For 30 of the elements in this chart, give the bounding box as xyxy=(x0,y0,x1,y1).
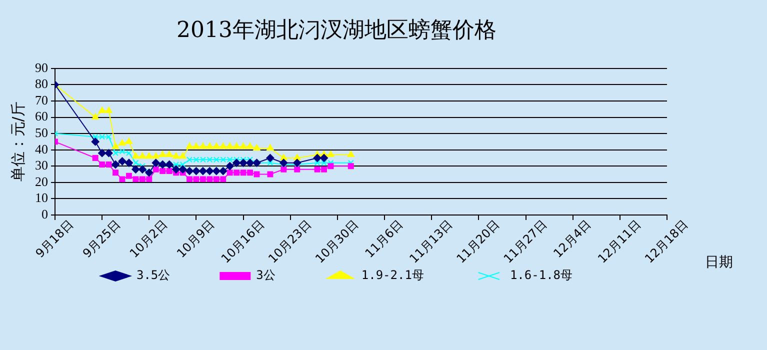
chart-title: 2013年湖北汈汊湖地区螃蟹价格 xyxy=(176,18,496,43)
x-tick-label: 9月25日 xyxy=(80,217,123,260)
x-tick-label: 11月27日 xyxy=(500,217,550,266)
x-tick-label: 10月23日 xyxy=(266,217,314,266)
y-tick-label: 10 xyxy=(35,190,48,206)
legend-label: 3.5公 xyxy=(136,268,170,282)
y-tick-label: 80 xyxy=(35,76,48,92)
y-tick-label: 60 xyxy=(35,108,48,124)
y-tick-label: 30 xyxy=(35,158,48,173)
x-tick-label: 11月20日 xyxy=(454,217,502,266)
y-tick-label: 0 xyxy=(42,206,48,222)
y-tick-label: 20 xyxy=(35,174,48,189)
x-tick-label: 10月16日 xyxy=(218,217,267,266)
x-tick-label: 10月9日 xyxy=(174,217,218,260)
legend-label: 1.9-2.1母 xyxy=(361,268,424,282)
x-tick-label: 11月13日 xyxy=(406,217,456,266)
x-axis-title: 日期 xyxy=(705,254,733,271)
y-axis-title: 单位：元/斤 xyxy=(8,102,27,182)
x-tick-label: 10月30日 xyxy=(312,217,362,266)
y-tick-label: 90 xyxy=(35,60,48,75)
legend-label: 3公 xyxy=(256,268,276,282)
x-tick-label: 10月2日 xyxy=(127,217,170,260)
x-tick-label: 12月11日 xyxy=(595,217,644,266)
y-tick-label: 40 xyxy=(35,141,48,156)
x-tick-label: 11月6日 xyxy=(362,217,406,260)
x-tick-label: 12月18日 xyxy=(642,217,691,266)
y-tick-label: 70 xyxy=(35,92,48,108)
y-tick-label: 50 xyxy=(35,124,48,140)
x-tick-label: 12月4日 xyxy=(550,217,594,260)
legend-label: 1.6-1.8母 xyxy=(510,268,573,282)
